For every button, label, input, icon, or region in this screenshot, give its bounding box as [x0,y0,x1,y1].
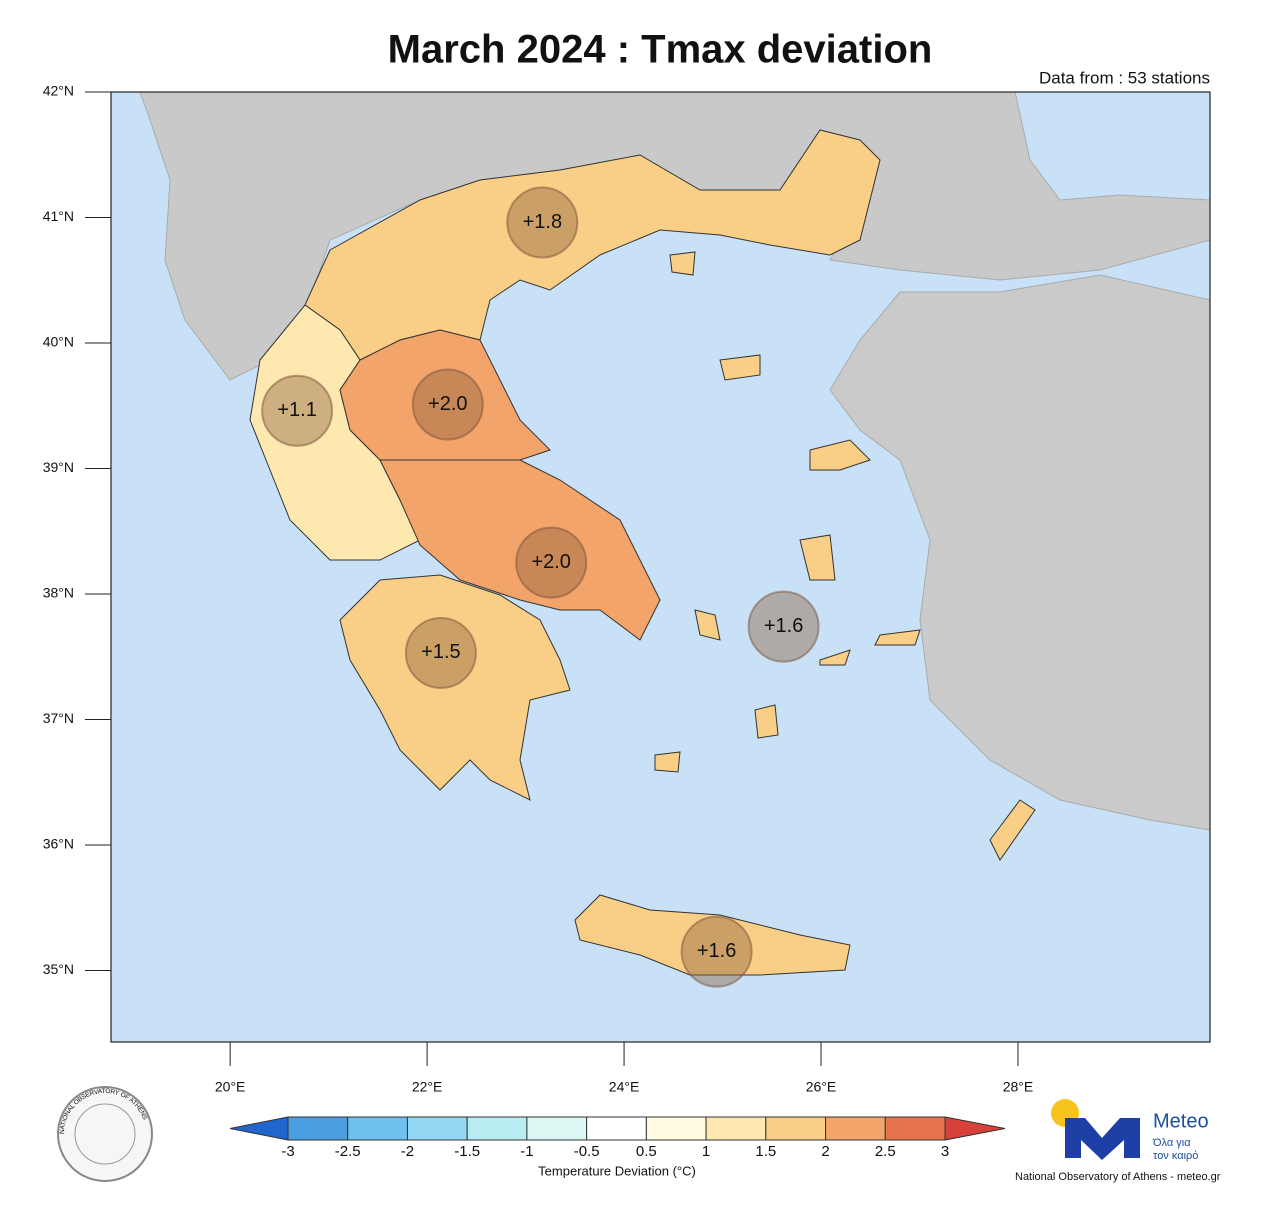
colorbar-tick-label: -1.5 [454,1143,480,1160]
lat-label: 38°N [43,585,74,601]
station-label: +1.8 [523,211,562,233]
station-label: +2.0 [531,551,570,573]
colorbar-tick-label: 2 [821,1143,829,1160]
seal [57,1086,153,1182]
region [719,354,761,381]
lon-label: 20°E [215,1079,246,1095]
station-label: +1.6 [764,615,803,637]
logo-slogan: τον καιρό [1153,1150,1198,1162]
station-marker [404,616,477,689]
colorbar-box [287,1116,349,1141]
lat-label: 37°N [43,710,74,726]
station-label: +1.1 [277,399,316,421]
colorbar-box [586,1116,647,1141]
colorbar-box [347,1116,408,1141]
lat-label: 42°N [43,83,74,99]
region [989,799,1036,861]
region [574,894,851,976]
station-marker [747,590,820,663]
colorbar-box [825,1116,886,1141]
lat-label: 39°N [43,459,74,475]
colorbar-box [645,1116,707,1141]
colorbar-over [944,1116,1006,1141]
colorbar-box [406,1116,468,1141]
lat-label: 35°N [43,961,74,977]
lat-label: 41°N [43,208,74,224]
colorbar-box [765,1116,827,1141]
map-frame [110,91,1211,1043]
region [754,704,779,739]
colorbar-label: Temperature Deviation (°C) [538,1163,696,1178]
lon-label: 28°E [1003,1079,1034,1095]
colorbar-tick-label: 0.5 [636,1143,657,1160]
station-marker [680,915,753,988]
station-marker [261,374,334,447]
colorbar-box [526,1116,588,1141]
region [819,649,851,666]
lon-label: 22°E [412,1079,443,1095]
colorbar-tick-label: -0.5 [574,1143,600,1160]
colorbar-tick-label: -2.5 [335,1143,361,1160]
region [694,609,721,641]
colorbar-tick-label: 1.5 [755,1143,776,1160]
colorbar-tick-label: 2.5 [875,1143,896,1160]
lat-label: 40°N [43,334,74,350]
station-marker [411,368,484,441]
colorbar-tick-label: -1 [520,1143,533,1160]
title: March 2024 : Tmax deviation [388,28,933,72]
colorbar-tick-label: -3 [281,1143,294,1160]
region [799,534,836,581]
region [809,439,871,471]
seal-inner [74,1103,136,1165]
station-marker [515,526,588,599]
colorbar-box [705,1116,767,1141]
station-label: +1.6 [697,940,736,962]
land-anatolia [829,274,1210,831]
colorbar-tick-label: 1 [702,1143,710,1160]
region [654,751,681,773]
lon-label: 24°E [609,1079,640,1095]
region [339,329,551,461]
logo-mark [1065,1118,1140,1160]
station-label: +1.5 [421,641,460,663]
colorbar-box [884,1116,946,1141]
colorbar-tick-label: -2 [401,1143,414,1160]
colorbar-box [466,1116,528,1141]
region [874,629,921,646]
footer: National Observatory of Athens - meteo.g… [1015,1171,1221,1183]
station-label: +2.0 [428,393,467,415]
region [379,459,661,641]
map [111,92,1210,1042]
subtitle: Data from : 53 stations [1039,68,1210,87]
colorbar-tick-label: 3 [941,1143,949,1160]
logo-slogan: Όλα για [1152,1137,1191,1149]
lon-label: 26°E [806,1079,837,1095]
logo-name: Meteo [1153,1110,1209,1132]
colorbar-under [229,1116,289,1141]
region [669,251,696,276]
lat-label: 36°N [43,836,74,852]
region [339,574,571,801]
station-marker [506,186,579,259]
